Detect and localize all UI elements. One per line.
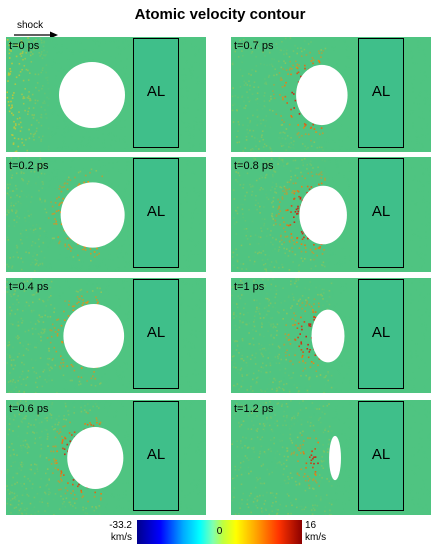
al-label: AL <box>371 446 391 463</box>
void-region <box>63 304 125 368</box>
panel-time-label: t=0.7 ps <box>234 40 274 52</box>
colorbar-min-value: -33.2 <box>109 520 132 531</box>
al-label: AL <box>371 324 391 341</box>
panel-time-label: t=1.2 ps <box>234 403 274 415</box>
velocity-panel: AL t=0 ps <box>6 37 206 152</box>
al-label: AL <box>371 83 391 100</box>
panel-time-label: t=0.8 ps <box>234 160 274 172</box>
al-region: AL <box>133 279 179 389</box>
al-label: AL <box>371 203 391 220</box>
figure-title: Atomic velocity contour <box>134 6 306 23</box>
colorbar-min-unit: km/s <box>110 532 132 543</box>
velocity-panel: AL t=0.4 ps <box>6 278 206 393</box>
al-label: AL <box>146 324 166 341</box>
panel-time-label: t=0.2 ps <box>9 160 49 172</box>
velocity-panel: AL t=0.8 ps <box>231 157 431 272</box>
al-region: AL <box>358 38 404 148</box>
colorbar-zero-label: 0 <box>216 526 223 537</box>
velocity-panel: AL t=0.7 ps <box>231 37 431 152</box>
panel-time-label: t=0.4 ps <box>9 281 49 293</box>
shock-direction-arrow-icon <box>14 31 58 39</box>
colorbar-max-value: 16 <box>305 520 317 531</box>
shock-label: shock <box>17 20 44 31</box>
velocity-panel: AL t=0.2 ps <box>6 157 206 272</box>
velocity-panel: AL t=1 ps <box>231 278 431 393</box>
void-region <box>60 182 125 248</box>
void-region <box>311 309 345 363</box>
al-label: AL <box>146 83 166 100</box>
panel-time-label: t=0.6 ps <box>9 403 49 415</box>
al-region: AL <box>133 158 179 268</box>
al-region: AL <box>358 401 404 511</box>
velocity-panel: AL t=0.6 ps <box>6 400 206 515</box>
al-region: AL <box>133 401 179 511</box>
panel-time-label: t=1 ps <box>234 281 265 293</box>
al-label: AL <box>146 446 166 463</box>
void-region <box>329 435 341 481</box>
velocity-panel: AL t=1.2 ps <box>231 400 431 515</box>
colorbar-min: -33.2 km/s <box>92 520 132 544</box>
void-region <box>59 62 125 128</box>
al-region: AL <box>358 279 404 389</box>
colorbar-max-unit: km/s <box>305 532 327 543</box>
void-region <box>299 185 347 245</box>
panel-time-label: t=0 ps <box>9 40 40 52</box>
void-region <box>296 64 348 126</box>
colorbar-max: 16 km/s <box>305 520 345 544</box>
void-region <box>67 426 124 490</box>
al-region: AL <box>133 38 179 148</box>
al-label: AL <box>146 203 166 220</box>
al-region: AL <box>358 158 404 268</box>
colorbar <box>137 520 302 544</box>
